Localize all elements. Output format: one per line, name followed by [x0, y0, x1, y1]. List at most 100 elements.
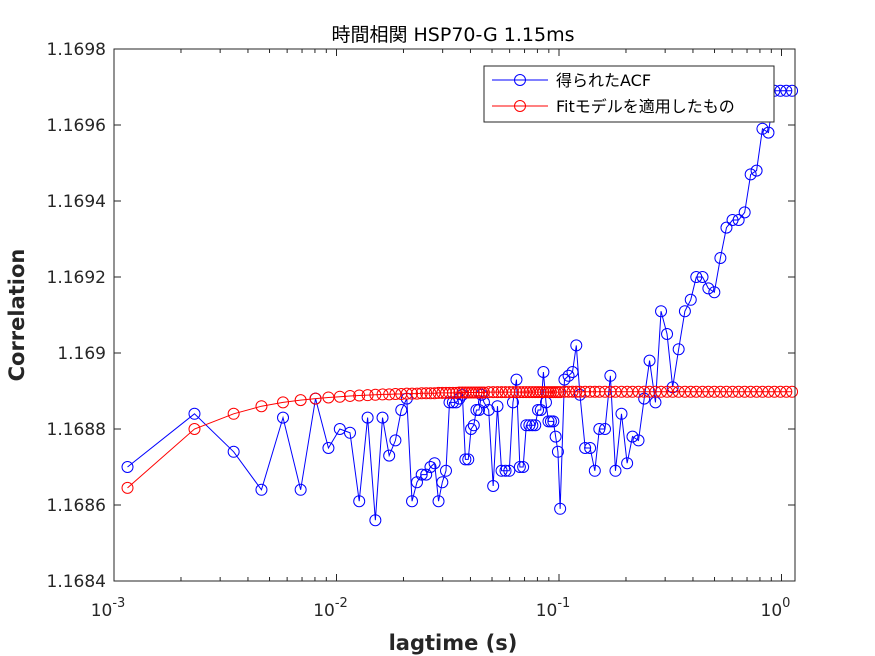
plot-background: [114, 49, 795, 581]
data-point: [439, 464, 452, 477]
data-point: [626, 430, 639, 443]
data-point: [467, 386, 480, 399]
x-tick-exponent: -3: [112, 596, 125, 611]
data-point: [690, 271, 703, 283]
plot-frame: [113, 48, 796, 582]
data-point: [450, 386, 463, 399]
data-point: [726, 385, 739, 398]
data-point: [774, 84, 787, 97]
x-tick-exponent: 0: [782, 596, 790, 611]
data-point: [780, 84, 793, 97]
x-tick-label: 10-3: [91, 596, 126, 621]
data-point: [579, 442, 592, 454]
y-tick-label: 1.1684: [47, 572, 106, 592]
data-point: [573, 385, 586, 398]
data-point: [400, 387, 413, 400]
data-point: [487, 480, 500, 492]
legend-label: Fitモデルを適用したもの: [556, 97, 735, 116]
data-point: [353, 389, 366, 402]
x-tick-label: 10-1: [536, 596, 571, 621]
data-point: [369, 514, 382, 527]
data-point: [570, 339, 583, 352]
x-axis-label: lagtime (s): [389, 631, 518, 655]
data-point: [376, 388, 389, 401]
data-point: [750, 164, 763, 177]
data-point: [453, 386, 466, 399]
data-point: [491, 400, 504, 413]
data-point: [383, 388, 396, 401]
data-point: [309, 392, 322, 405]
data-point: [473, 386, 485, 399]
data-point: [774, 385, 787, 398]
data-point: [389, 434, 402, 447]
data-point: [465, 423, 478, 435]
data-point: [353, 495, 366, 508]
data-point: [529, 419, 542, 432]
data-point: [539, 386, 552, 399]
data-point: [428, 457, 441, 470]
data-point: [678, 305, 691, 318]
data-point: [121, 481, 134, 494]
data-point: [333, 390, 346, 403]
data-point: [420, 387, 433, 400]
data-point: [520, 419, 533, 432]
data-point: [558, 385, 571, 398]
data-point: [547, 415, 560, 428]
data-point: [584, 385, 597, 398]
y-tick-label: 1.1686: [47, 496, 106, 516]
data-point: [762, 385, 775, 398]
data-point: [661, 328, 674, 340]
data-point: [188, 423, 201, 435]
x-tick-label: 100: [761, 596, 791, 621]
data-point: [593, 423, 606, 435]
data-point: [666, 385, 679, 398]
data-point: [465, 386, 478, 399]
data-point: [503, 464, 516, 477]
data-point: [649, 385, 662, 398]
data-point: [579, 385, 592, 398]
data-point: [708, 385, 721, 398]
data-point: [661, 385, 674, 398]
data-point: [643, 354, 656, 367]
data-point: [542, 386, 555, 399]
data-point: [554, 386, 567, 399]
data-point: [534, 386, 547, 399]
data-point: [470, 386, 483, 399]
data-point: [188, 407, 201, 420]
data-point: [520, 386, 533, 399]
data-point: [588, 385, 601, 398]
data-point: [532, 386, 545, 399]
data-point: [406, 495, 419, 508]
data-point: [756, 385, 769, 398]
data-point: [621, 457, 634, 470]
data-point: [333, 423, 346, 435]
data-point: [376, 411, 389, 424]
legend-entry: 得られたACF: [492, 71, 651, 90]
data-point: [510, 373, 523, 386]
data-point: [446, 386, 459, 399]
legend-entry: Fitモデルを適用したもの: [492, 97, 735, 116]
data-point: [467, 419, 480, 432]
data-point: [526, 419, 539, 432]
data-point: [684, 385, 697, 398]
data-point: [523, 419, 536, 432]
data-point: [696, 385, 709, 398]
data-point: [714, 252, 727, 264]
data-point: [786, 84, 799, 97]
x-tick-exponent: -1: [557, 596, 570, 611]
data-point: [470, 404, 483, 416]
data-point: [684, 293, 697, 306]
data-point: [477, 386, 490, 399]
data-point: [517, 386, 530, 399]
data-point: [415, 387, 428, 400]
data-point: [750, 385, 763, 398]
data-point: [632, 434, 645, 447]
data-point: [277, 411, 290, 424]
data-point: [609, 385, 622, 398]
data-point: [255, 483, 268, 496]
series-line: [127, 90, 793, 521]
legend-box: [483, 65, 775, 123]
series-acf: [121, 84, 799, 527]
data-point: [361, 411, 374, 424]
data-point: [655, 385, 668, 398]
